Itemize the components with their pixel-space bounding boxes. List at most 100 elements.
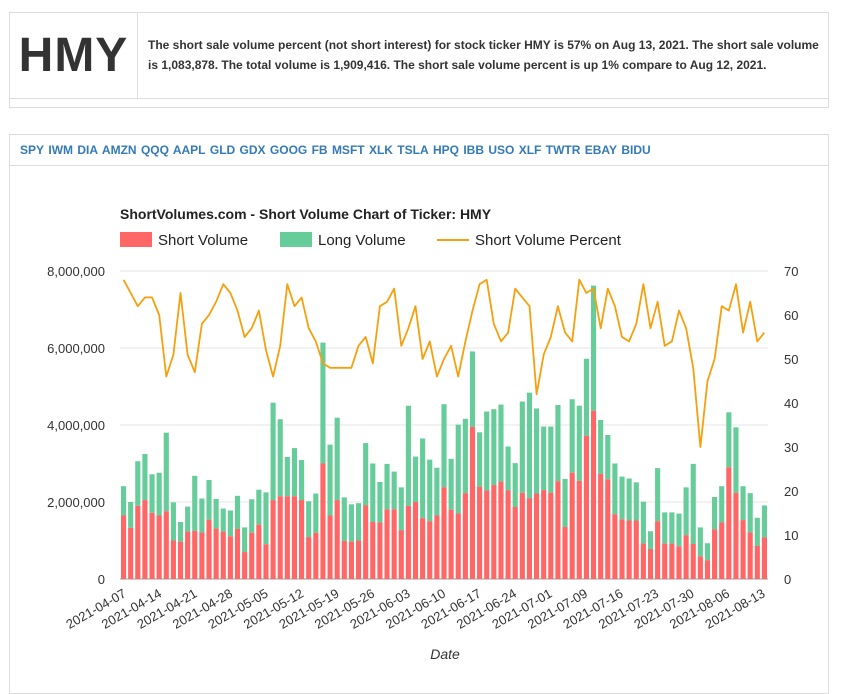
short-volume-bar	[441, 487, 447, 579]
short-volume-bar	[427, 521, 433, 579]
y-tick-right: 40	[784, 396, 798, 411]
y-tick-left: 8,000,000	[47, 264, 105, 279]
ticker-link-ebay[interactable]: EBAY	[584, 143, 617, 157]
short-volume-bar	[391, 509, 397, 579]
short-volume-bar	[206, 519, 212, 579]
long-volume-bar	[455, 424, 461, 514]
ticker-link-msft[interactable]: MSFT	[331, 143, 365, 157]
long-volume-bar	[676, 513, 682, 547]
short-volume-bar	[761, 537, 768, 579]
short-volume-bar	[697, 556, 703, 579]
long-volume-bar	[655, 468, 661, 522]
short-volume-bar	[740, 520, 746, 579]
short-volume-bar	[227, 536, 233, 579]
ticker-link-gdx[interactable]: GDX	[239, 143, 266, 157]
long-volume-bar	[626, 478, 632, 521]
long-volume-bar	[313, 493, 319, 533]
short-volume-bar	[626, 520, 632, 579]
long-volume-bar	[220, 508, 226, 532]
long-volume-bar	[199, 498, 205, 533]
y-tick-right: 20	[784, 484, 798, 499]
ticker-link-dia[interactable]: DIA	[77, 143, 99, 157]
ticker-link-fb[interactable]: FB	[311, 143, 328, 157]
ticker-symbol: HMY	[18, 29, 129, 82]
ticker-link-bidu[interactable]: BIDU	[621, 143, 651, 157]
long-volume-bar	[277, 419, 283, 497]
short-volume-bar	[277, 496, 283, 579]
long-volume-bar	[690, 463, 696, 544]
ticker-link-goog[interactable]: GOOG	[269, 143, 308, 157]
divider	[10, 165, 828, 166]
short-volume-bar	[583, 435, 589, 579]
legend-label-long: Long Volume	[318, 232, 406, 249]
ticker-link-gld[interactable]: GLD	[209, 143, 236, 157]
y-tick-right: 70	[784, 264, 798, 279]
long-volume-bar	[448, 458, 454, 510]
ticker-link-qqq[interactable]: QQQ	[140, 143, 169, 157]
short-volume-bar	[334, 500, 340, 579]
ticker-link-spy[interactable]: SPY	[20, 143, 45, 157]
long-volume-bar	[234, 495, 241, 529]
short-volume-bar	[299, 500, 305, 579]
short-volume-bar	[377, 522, 383, 579]
ticker-link-uso[interactable]: USO	[488, 143, 515, 157]
ticker-link-xlk[interactable]: XLK	[368, 143, 393, 157]
short-volume-bar	[690, 543, 696, 579]
y-tick-right: 60	[784, 308, 798, 323]
short-volume-bar	[726, 467, 732, 579]
short-volume-bar	[128, 527, 134, 579]
long-volume-bar	[363, 443, 369, 506]
short-volume-chart: ShortVolumes.com - Short Volume Chart of…	[47, 206, 798, 662]
long-volume-bar	[306, 501, 312, 538]
short-volume-bar	[676, 546, 682, 579]
short-volume-bar	[270, 500, 276, 579]
short-volume-bar	[313, 532, 319, 579]
divider	[10, 98, 828, 99]
long-volume-bar	[712, 496, 718, 530]
ticker-link-xlf[interactable]: XLF	[518, 143, 542, 157]
short-volume-bar	[412, 502, 419, 579]
short-percent-line	[122, 278, 766, 448]
short-volume-bar	[655, 521, 661, 579]
legend-label-percent: Short Volume Percent	[475, 232, 622, 249]
short-volume-bar	[170, 540, 176, 579]
y-tick-left: 4,000,000	[47, 418, 105, 433]
ticker-link-tsla[interactable]: TSLA	[397, 143, 429, 157]
long-volume-bar	[469, 351, 476, 427]
long-volume-bar	[192, 475, 198, 531]
short-volume-bar	[576, 480, 582, 579]
long-volume-bar	[534, 408, 540, 494]
long-volume-bar	[142, 453, 148, 501]
short-volume-bar	[491, 485, 497, 579]
ticker-link-twtr[interactable]: TWTR	[545, 143, 581, 157]
long-volume-bar	[355, 503, 362, 541]
long-volume-bar	[420, 438, 426, 519]
short-volume-bar	[469, 426, 476, 579]
short-volume-bar	[555, 481, 561, 579]
ticker-link-amzn[interactable]: AMZN	[101, 143, 137, 157]
long-volume-bar	[284, 456, 290, 497]
long-volume-bar	[391, 471, 397, 510]
ticker-link-ibb[interactable]: IBB	[463, 143, 485, 157]
y-tick-left: 6,000,000	[47, 341, 105, 356]
short-volume-bar	[548, 492, 554, 579]
short-volume-bar	[562, 527, 568, 579]
long-volume-bar	[683, 487, 689, 536]
long-volume-bar	[598, 419, 604, 474]
ticker-link-hpq[interactable]: HPQ	[432, 143, 459, 157]
ticker-link-aapl[interactable]: AAPL	[172, 143, 206, 157]
long-volume-bar	[526, 392, 533, 499]
long-volume-bar	[669, 512, 675, 544]
long-volume-bar	[370, 463, 376, 523]
ticker-link-iwm[interactable]: IWM	[48, 143, 74, 157]
short-volume-bar	[512, 507, 518, 579]
long-volume-bar	[334, 417, 340, 501]
short-volume-bar	[177, 541, 184, 579]
y-tick-right: 10	[784, 528, 798, 543]
long-volume-bar	[185, 506, 191, 532]
long-volume-bar	[719, 486, 725, 523]
short-volume-bar	[712, 529, 718, 579]
long-volume-bar	[576, 405, 582, 481]
y-tick-left: 0	[98, 572, 105, 587]
short-volume-bar	[541, 490, 547, 579]
